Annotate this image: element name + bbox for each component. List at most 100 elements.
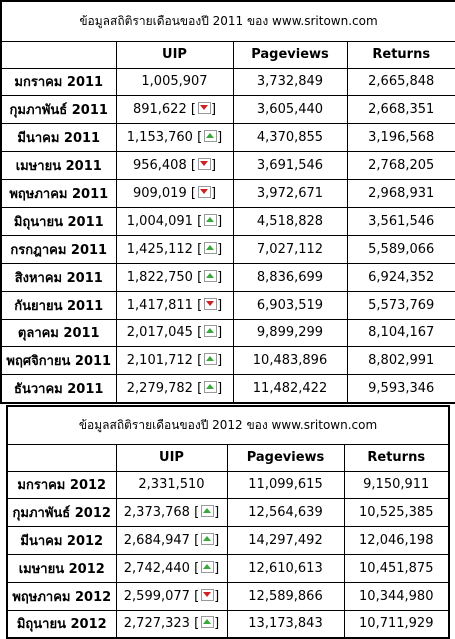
pageviews-cell: 3,691,546 (232, 151, 348, 181)
bracket: ] (217, 353, 223, 369)
trend-down-icon (197, 102, 211, 115)
trend-up-icon (201, 616, 215, 629)
pageviews-cell: 3,732,849 (232, 67, 348, 97)
trend-up-icon (204, 325, 218, 338)
month-label: มกราคม 2011 (0, 67, 117, 97)
trend-up-icon (201, 560, 215, 573)
uip-cell: 2,331,510 (115, 470, 228, 500)
uip-value: 1,822,750 (126, 269, 193, 285)
returns-cell: 5,573,769 (346, 290, 455, 320)
returns-cell: 2,665,848 (346, 67, 455, 97)
returns-cell: 6,924,352 (346, 262, 455, 292)
table-row: พฤศจิกายน 2011 2,101,712 [] 10,483,896 8,80… (0, 346, 455, 376)
uip-value: 2,331,510 (138, 477, 205, 493)
returns-cell: 9,150,911 (343, 470, 450, 500)
uip-cell: 891,622 [] (115, 95, 234, 125)
bracket: [ (194, 588, 200, 604)
bracket: ] (214, 533, 220, 549)
bracket: [ (197, 353, 203, 369)
trend-down-icon (204, 297, 218, 310)
trend-up-icon (204, 130, 218, 143)
month-label: เมษายน 2012 (6, 553, 117, 583)
returns-cell: 8,802,991 (346, 346, 455, 376)
column-header: Returns (346, 40, 455, 69)
bracket: ] (210, 158, 217, 174)
uip-value: 1,005,907 (141, 74, 208, 90)
table-row: กุมภาพันธ์ 2011 891,622 [] 3,605,440 2,668,… (0, 95, 455, 125)
uip-cell: 2,727,323 [] (115, 609, 228, 639)
returns-cell: 10,525,385 (343, 498, 450, 528)
uip-value: 1,417,811 (126, 297, 193, 313)
returns-cell: 10,711,929 (343, 609, 450, 639)
bracket: ] (210, 186, 217, 201)
uip-value: 1,425,112 (126, 241, 193, 257)
bracket: [ (197, 380, 203, 396)
column-header: Returns (343, 443, 450, 472)
uip-cell: 2,373,768 [] (115, 498, 228, 528)
month-label: สิงหาคม 2011 (0, 262, 117, 292)
stats-table-2011-body: ข้อมูลสถิติรายเดือนของปี 2011 ของ www.sr… (0, 0, 455, 404)
uip-cell: 2,017,045 [] (115, 318, 234, 348)
column-header: UIP (115, 443, 228, 472)
bracket: [ (190, 102, 196, 118)
pageviews-cell: 3,605,440 (232, 95, 348, 125)
month-label: กุมภาพันธ์ 2012 (6, 498, 117, 528)
uip-cell: 1,004,091 [] (115, 206, 234, 236)
uip-value: 2,684,947 (123, 533, 190, 549)
returns-cell: 2,668,351 (346, 95, 455, 125)
pageviews-cell: 4,370,855 (232, 123, 348, 153)
table-row: สิงหาคม 2011 1,822,750 [] 8,836,699 6,924,3… (0, 262, 455, 292)
uip-cell: 1,417,811 [] (115, 290, 234, 320)
table-caption-row: ข้อมูลสถิติรายเดือนของปี 2012 ของ www.sr… (6, 405, 450, 445)
uip-cell: 1,005,907 (115, 67, 234, 97)
month-label: มีนาคม 2011 (0, 123, 117, 153)
month-label: มิถุนายน 2011 (0, 206, 117, 236)
bracket: ] (217, 130, 223, 146)
stats-table-2011: ข้อมูลสถิติรายเดือนของปี 2011 ของ www.sr… (0, 0, 455, 404)
uip-cell: 1,153,760 [] (115, 123, 234, 153)
table-row: กรกฎาคม 2011 1,425,112 [] 7,027,112 5,589,0… (0, 234, 455, 264)
month-label: มกราคม 2012 (6, 470, 117, 500)
pageviews-cell: 11,099,615 (226, 470, 345, 500)
bracket: [ (194, 505, 200, 521)
pageviews-cell: 12,610,613 (226, 553, 345, 583)
month-label: กรกฎาคม 2011 (0, 234, 117, 264)
uip-cell: 909,019 [] (115, 179, 234, 208)
uip-cell: 2,101,712 [] (115, 346, 234, 376)
returns-cell: 10,451,875 (343, 553, 450, 583)
month-label: ตุลาคม 2011 (0, 318, 117, 348)
uip-value: 2,279,782 (126, 380, 193, 396)
uip-value: 1,004,091 (126, 213, 193, 229)
table-row: เมษายน 2011 956,408 [] 3,691,546 2,768,205 (0, 151, 455, 181)
pageviews-cell: 9,899,299 (232, 318, 348, 348)
pageviews-cell: 10,483,896 (232, 346, 348, 376)
trend-up-icon (204, 213, 218, 226)
pageviews-cell: 6,903,519 (232, 290, 348, 320)
uip-cell: 2,279,782 [] (115, 374, 234, 404)
pageviews-cell: 4,518,828 (232, 206, 348, 236)
stats-table-2012-body: ข้อมูลสถิติรายเดือนของปี 2012 ของ www.sr… (6, 405, 450, 639)
column-header (6, 443, 117, 472)
uip-value: 2,101,712 (126, 353, 193, 369)
bracket: ] (217, 269, 223, 285)
pageviews-cell: 3,972,671 (232, 179, 348, 208)
table-row: พฤษภาคม 2012 2,599,077 [] 12,589,866 10,344… (6, 581, 450, 611)
bracket: [ (197, 269, 203, 285)
returns-cell: 10,344,980 (343, 581, 450, 611)
uip-cell: 1,425,112 [] (115, 234, 234, 264)
trend-up-icon (204, 353, 218, 366)
trend-up-icon (204, 269, 218, 282)
table-row: ธันวาคม 2011 2,279,782 [] 11,482,422 9,593,… (0, 374, 455, 404)
uip-value: 2,599,077 (123, 588, 190, 604)
month-label: มีนาคม 2012 (6, 526, 117, 555)
table-caption-row: ข้อมูลสถิติรายเดือนของปี 2011 ของ www.sr… (0, 0, 455, 42)
table-caption: ข้อมูลสถิติรายเดือนของปี 2012 ของ www.sr… (6, 405, 450, 445)
month-label: เมษายน 2011 (0, 151, 117, 181)
bracket: ] (214, 560, 220, 576)
bracket: ] (217, 241, 223, 257)
uip-value: 2,742,440 (123, 560, 190, 576)
table-row: เมษายน 2012 2,742,440 [] 12,610,613 10,451,… (6, 553, 450, 583)
table-row: พฤษภาคม 2011 909,019 [] 3,972,671 2,968,931 (0, 179, 455, 208)
month-label: มิถุนายน 2012 (6, 609, 117, 639)
table-row: มิถุนายน 2012 2,727,323 [] 13,173,843 10,71… (6, 609, 450, 639)
